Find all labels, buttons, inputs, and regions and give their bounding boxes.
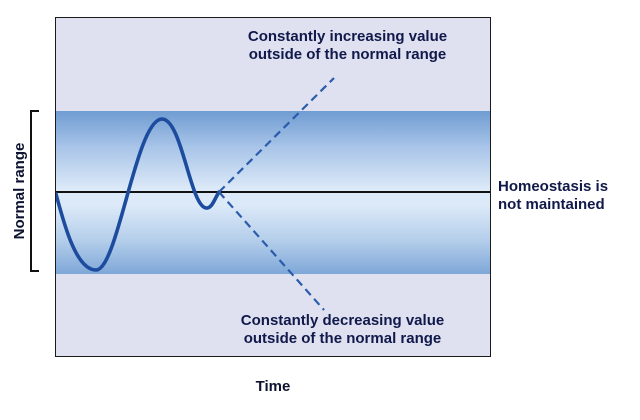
normal-range-bracket: [30, 110, 39, 272]
plot-area: [55, 17, 491, 357]
curve-layer: [56, 77, 335, 311]
homeostasis-not-maintained-label: Homeostasis is not maintained: [498, 178, 609, 214]
time-axis-label: Time: [255, 378, 291, 395]
increasing-value-label: Constantly increasing value outside of t…: [247, 28, 448, 64]
setpoint-midline: [56, 191, 490, 193]
decreasing-value-label: Constantly decreasing value outside of t…: [240, 312, 445, 348]
normal-range-label: Normal range: [11, 142, 28, 240]
increasing-dashed-line: [218, 77, 335, 193]
decreasing-dashed-line: [218, 191, 325, 311]
oscillating-curve: [56, 117, 221, 272]
